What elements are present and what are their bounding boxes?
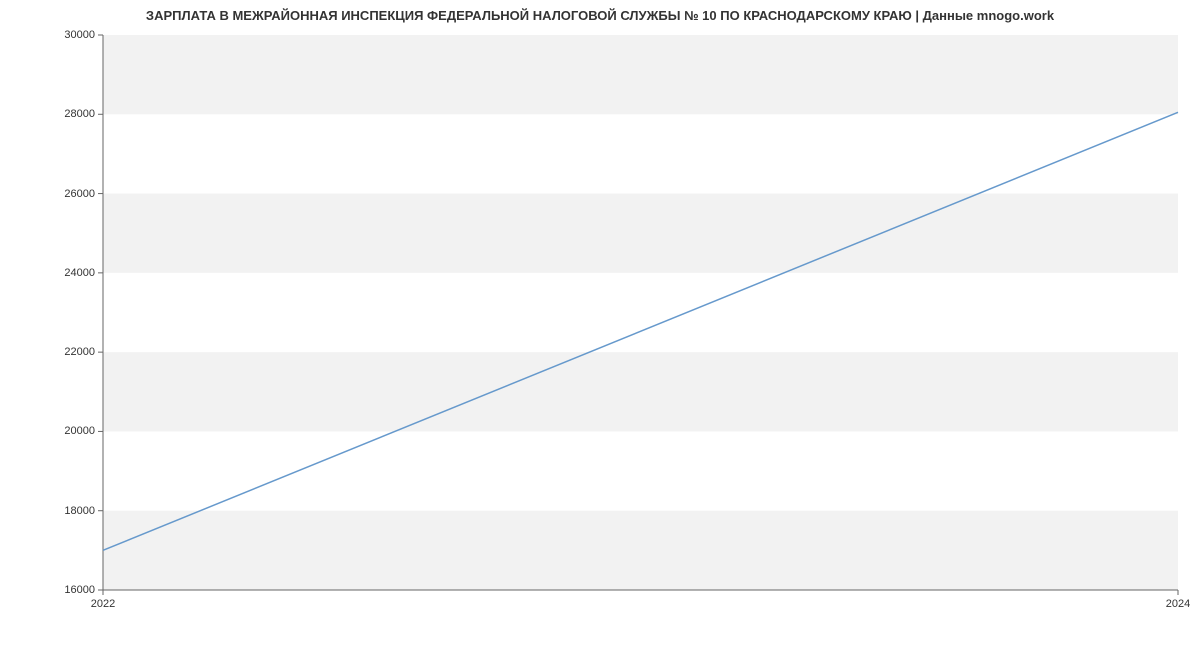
y-tick-label: 24000 [45,267,95,279]
y-tick-label: 22000 [45,346,95,358]
x-tick-label: 2024 [1166,598,1190,610]
chart-container: ЗАРПЛАТА В МЕЖРАЙОННАЯ ИНСПЕКЦИЯ ФЕДЕРАЛ… [0,0,1200,650]
chart-plot [103,35,1178,590]
x-tick-label: 2022 [91,598,115,610]
y-tick-label: 28000 [45,108,95,120]
y-tick-label: 18000 [45,505,95,517]
chart-title: ЗАРПЛАТА В МЕЖРАЙОННАЯ ИНСПЕКЦИЯ ФЕДЕРАЛ… [0,8,1200,23]
y-tick-label: 16000 [45,584,95,596]
y-tick-label: 20000 [45,425,95,437]
y-tick-label: 26000 [45,188,95,200]
y-tick-label: 30000 [45,29,95,41]
